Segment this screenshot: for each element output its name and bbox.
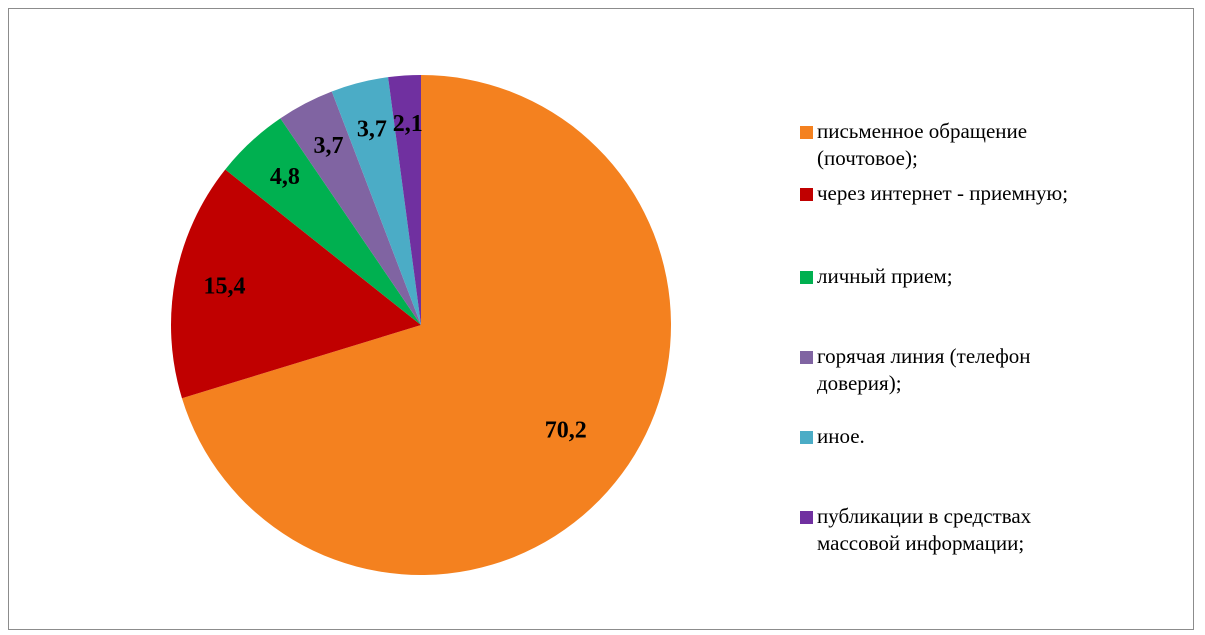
legend-swatch — [800, 511, 813, 524]
legend-item-lichny-priem: личный прием; — [800, 263, 953, 290]
legend-label: иное. — [817, 424, 865, 448]
legend-swatch — [800, 431, 813, 444]
slice-value-label: 3,7 — [313, 133, 343, 159]
legend-swatch — [800, 188, 813, 201]
legend-item-publikacii: публикации в средствах массовой информац… — [800, 503, 1031, 557]
legend-label: письменное обращение (почтовое); — [817, 119, 1028, 170]
pie-slice — [181, 75, 671, 575]
legend-item-inoe: иное. — [800, 423, 865, 450]
legend-item-goryachaya-liniya: горячая линия (телефон доверия); — [800, 343, 1031, 397]
slice-value-label: 15,4 — [203, 273, 245, 299]
legend-swatch — [800, 351, 813, 364]
legend-swatch — [800, 126, 813, 139]
slice-value-label: 2,1 — [393, 111, 423, 137]
legend-swatch — [800, 271, 813, 284]
pie-slice — [331, 77, 421, 326]
legend-item-pismennoe: письменное обращение (почтовое); — [800, 118, 1027, 172]
legend-label: личный прием; — [817, 264, 953, 288]
slice-value-label: 70,2 — [545, 418, 587, 444]
slice-value-label: 4,8 — [270, 164, 300, 190]
legend-label: публикации в средствах массовой информац… — [817, 504, 1032, 555]
legend-item-internet: через интернет - приемную; — [800, 180, 1068, 207]
pie-slice — [225, 118, 421, 325]
slice-value-label: 3,7 — [357, 117, 387, 143]
legend-label: горячая линия (телефон доверия); — [817, 344, 1031, 395]
pie-slice — [171, 169, 421, 399]
legend-label: через интернет - приемную; — [817, 181, 1069, 205]
pie-slice — [388, 75, 421, 325]
pie-slice — [280, 91, 421, 325]
